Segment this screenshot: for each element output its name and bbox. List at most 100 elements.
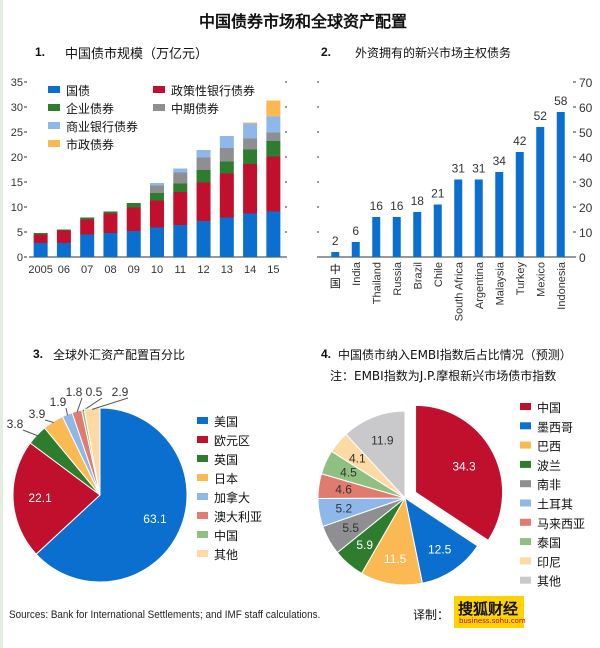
chart4-legend-label: 波兰 [537,459,561,473]
chart2-category-label: Thailand [371,262,383,304]
chart2-category-label: Argentina [474,261,486,309]
chart1-bar-2 [80,217,95,220]
chart2-bar [536,127,545,257]
chart2-title: 外资拥有的新兴市场主权债务 [355,46,512,60]
chart1-bar-2 [173,183,188,192]
chart4-data-label: 5.9 [356,538,373,552]
chart3-data-label: 63.1 [143,512,167,526]
chart1-bar-2 [266,141,281,157]
chart1-legend-label: 企业债券 [66,101,114,116]
chart1-y-tick: 35 [11,77,23,89]
chart1-legend-swatch [48,140,60,147]
chart2-category-label: South Africa [453,261,465,321]
chart3-leader-line [65,407,69,416]
chart1-legend-label: 政策性银行债券 [171,83,255,98]
chart2-data-label: 21 [431,187,445,201]
chart2-y-tick: 10 [579,226,593,240]
chart2-bar [515,152,524,257]
chart1-y-tick: 15 [11,177,23,189]
chart1-bar-0 [103,233,118,257]
chart4-legend-swatch [520,499,531,507]
chart3-legend-label: 加拿大 [214,490,250,505]
chart4-legend-swatch [520,422,531,430]
chart4-legend-swatch [520,403,531,410]
chart4-subtitle: 注：EMBI指数为J.P.摩根新兴市场债市指数 [330,369,557,383]
chart4-legend-label: 中国 [537,400,561,415]
chart3-data-label: 1.8 [66,385,83,399]
chart4-data-label: 4.6 [335,482,352,496]
chart1-x-tick: 15 [267,264,279,276]
chart3-leader-line [92,397,129,410]
sources-note: Sources: Bank for International Settleme… [9,609,321,621]
chart1-bar-3 [173,172,188,184]
chart1-legend-swatch [48,122,60,129]
chart1-y-tick: 0 [17,252,23,264]
chart1-x-tick: 11 [175,264,186,276]
chart1-bar-5 [243,122,258,124]
chart2-data-label: 42 [513,134,527,148]
chart1-bar-4 [150,183,164,186]
chart2-category-label: 国 [330,277,341,290]
chart2-bar [454,179,463,257]
chart4-slice [404,496,479,584]
chart2-y-tick: 0 [579,251,586,265]
chart1-bar-2 [103,211,118,214]
chart4-data-label: 34.3 [452,459,476,473]
chart3-legend-swatch [197,417,208,424]
chart2-y-tick: 30 [579,176,593,190]
chart3-leader-line [76,397,83,413]
chart1-x-tick: 08 [104,264,116,276]
chart1-bar-1 [219,173,234,218]
chart2-data-label: 18 [411,194,425,208]
chart2-data-label: 2 [332,234,339,248]
chart4-legend-label: 马来西亚 [537,517,585,531]
chart3-legend-label: 日本 [214,472,238,486]
chart1-bar-4 [243,123,258,139]
chart1-bar-3 [150,185,164,193]
chart3-data-label: 3.9 [29,407,46,421]
chart3-number: 3. [33,347,44,361]
chart1-bar-2 [150,193,164,201]
chart1-title: 中国债市规模（万亿元） [65,47,209,62]
chart4-data-label: 4.1 [349,451,366,465]
chart1-x-tick: 06 [58,264,70,276]
chart4-legend-label: 巴西 [537,440,561,454]
chart2-category-label: Malaysia [494,261,506,305]
chart1-bar-0 [126,231,141,257]
main-title: 中国债券市场和全球资产配置 [198,12,407,31]
logo-text: 搜狐财经 [458,600,519,618]
chart2-category-label: India [351,261,363,286]
chart1-legend-label: 市政债券 [66,137,114,152]
chart1-y-tick: 30 [11,102,23,114]
chart3-data-label: 0.5 [86,385,103,399]
chart1-bar-2 [33,233,48,235]
chart3-legend-label: 欧元区 [214,434,250,448]
chart1-bar-4 [173,168,188,173]
chart3-data-label: 1.9 [50,395,67,409]
chart1-bar-0 [219,217,234,257]
chart2-y-tick: 50 [579,126,593,140]
chart1-legend-swatch [48,86,60,93]
chart4-title: 中国债市纳入EMBI指数后占比情况（预测） [338,348,572,362]
chart3-legend-swatch [197,474,208,481]
chart1-bar-0 [196,221,211,257]
chart2-data-label: 6 [352,224,359,238]
chart1-bar-3 [266,132,281,141]
chart1-bar-3 [196,157,211,170]
translator-label: 译制： [413,608,450,622]
chart1-y-tick: 5 [17,227,23,239]
chart2-bar [331,252,340,257]
chart1-x-tick: 07 [81,264,93,276]
chart2-bar [392,217,401,257]
chart4-legend-swatch [520,538,531,546]
chart4-data-label: 12.5 [428,542,452,556]
chart2-y-tick: 40 [579,151,593,165]
logo-url: business.sohu.com [459,617,526,625]
chart1-x-tick: 12 [197,264,209,276]
chart3-legend-swatch [197,550,208,557]
chart1-x-tick: 14 [244,264,256,276]
chart2-bar [433,204,442,257]
chart2-y-tick: 20 [579,201,593,215]
chart1-bar-1 [266,156,281,212]
chart1-bar-1 [80,219,95,235]
